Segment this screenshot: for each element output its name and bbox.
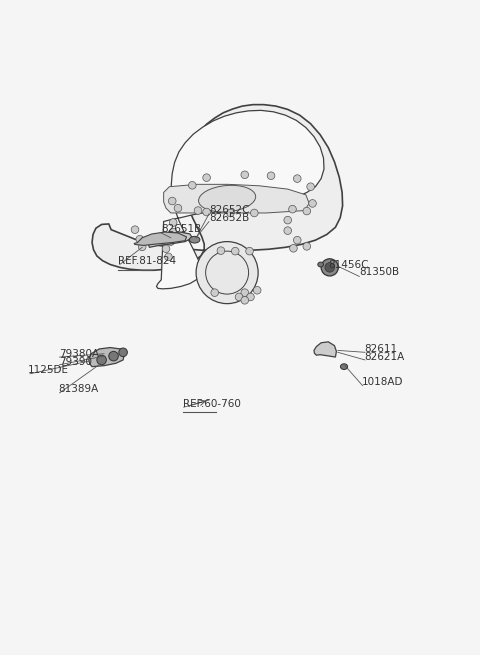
Text: REF.81-824: REF.81-824 — [118, 256, 177, 267]
Text: REF.60-760: REF.60-760 — [183, 399, 240, 409]
Circle shape — [203, 174, 210, 181]
Circle shape — [131, 226, 139, 233]
Text: 1125DE: 1125DE — [28, 365, 69, 375]
Circle shape — [251, 209, 258, 217]
Text: 82611: 82611 — [364, 344, 397, 354]
Circle shape — [189, 181, 196, 189]
Circle shape — [136, 235, 144, 243]
Ellipse shape — [190, 236, 200, 243]
Polygon shape — [156, 110, 324, 289]
Circle shape — [119, 348, 127, 356]
Circle shape — [167, 238, 175, 246]
Circle shape — [246, 248, 253, 255]
Circle shape — [169, 219, 177, 227]
Circle shape — [217, 247, 225, 255]
Text: 79390: 79390 — [59, 356, 92, 367]
Circle shape — [196, 242, 258, 304]
Circle shape — [325, 263, 335, 272]
Circle shape — [309, 200, 316, 207]
Circle shape — [231, 248, 239, 255]
Circle shape — [253, 286, 261, 294]
Polygon shape — [148, 232, 192, 248]
Text: 82651B: 82651B — [161, 225, 202, 234]
Circle shape — [168, 197, 176, 205]
Circle shape — [303, 207, 311, 215]
Circle shape — [247, 293, 254, 301]
Circle shape — [227, 209, 234, 217]
Circle shape — [235, 293, 243, 301]
Circle shape — [162, 245, 170, 253]
Circle shape — [169, 228, 177, 236]
Circle shape — [109, 351, 118, 361]
Ellipse shape — [340, 364, 348, 369]
Circle shape — [307, 183, 314, 191]
Text: 82652C: 82652C — [209, 206, 250, 215]
Circle shape — [321, 259, 338, 276]
Text: 81350B: 81350B — [360, 267, 399, 277]
Text: 82621A: 82621A — [364, 352, 404, 362]
Circle shape — [211, 289, 218, 297]
Circle shape — [284, 227, 291, 234]
Text: 81456C: 81456C — [328, 260, 369, 271]
Circle shape — [138, 243, 146, 251]
Text: 82652B: 82652B — [209, 214, 249, 223]
Circle shape — [284, 216, 291, 224]
Text: 81389A: 81389A — [59, 384, 99, 394]
Text: 79380A: 79380A — [59, 348, 99, 358]
Circle shape — [241, 289, 249, 297]
Polygon shape — [134, 232, 187, 246]
Polygon shape — [164, 184, 309, 213]
Ellipse shape — [318, 262, 324, 267]
Circle shape — [174, 204, 182, 212]
Circle shape — [303, 242, 311, 250]
Circle shape — [203, 208, 210, 216]
Circle shape — [241, 297, 249, 304]
Ellipse shape — [199, 185, 256, 212]
Circle shape — [289, 244, 297, 252]
Circle shape — [194, 207, 202, 214]
Circle shape — [288, 205, 296, 213]
Circle shape — [267, 172, 275, 179]
Circle shape — [165, 253, 172, 261]
Circle shape — [293, 236, 301, 244]
Polygon shape — [314, 342, 336, 357]
Circle shape — [293, 175, 301, 183]
Polygon shape — [92, 105, 343, 271]
Circle shape — [97, 355, 107, 365]
Polygon shape — [89, 348, 124, 367]
Text: 1018AD: 1018AD — [362, 377, 403, 387]
Circle shape — [241, 171, 249, 179]
